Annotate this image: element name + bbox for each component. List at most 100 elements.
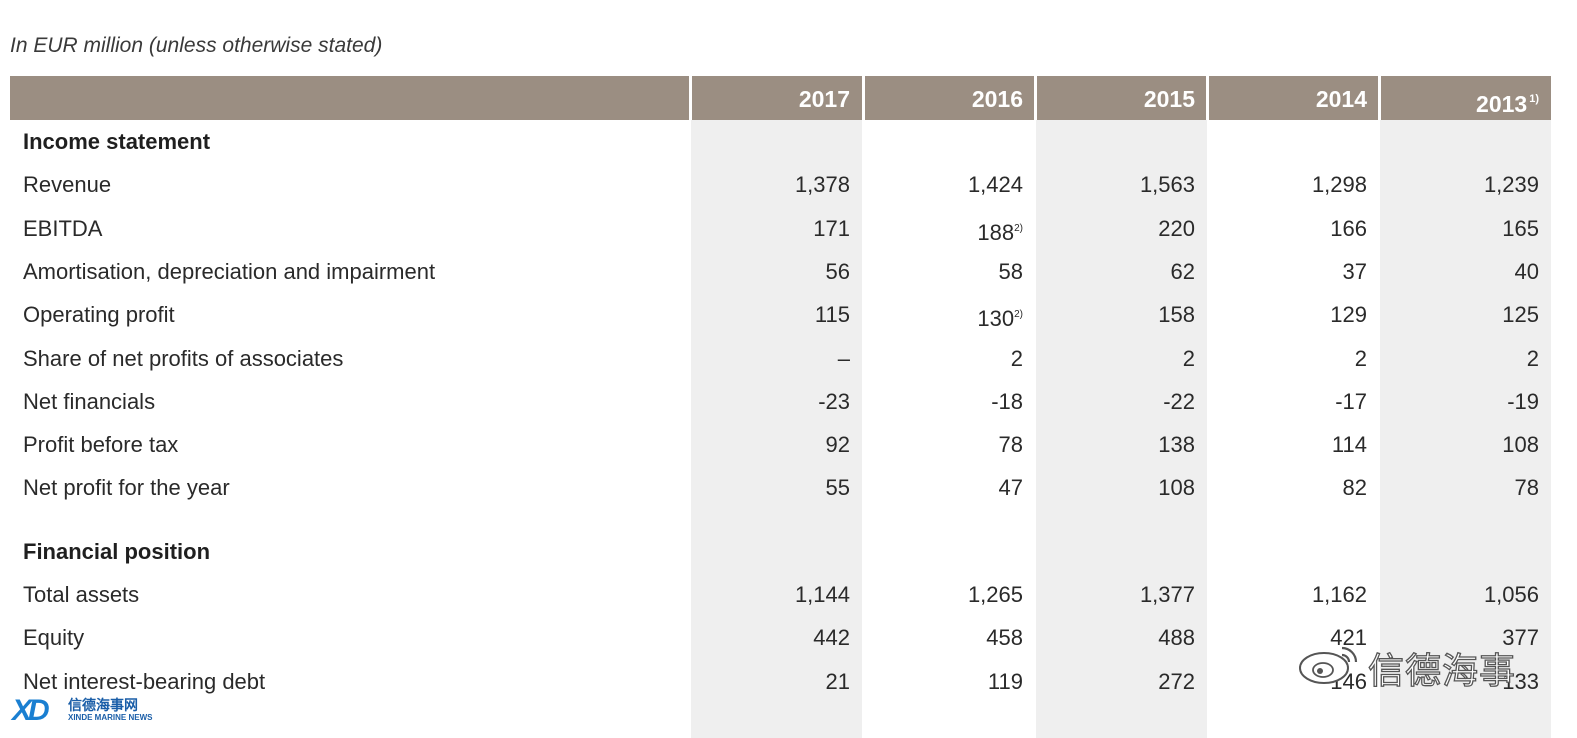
- table-row: Net profit for the year 55 47 108 82 78: [0, 466, 1577, 510]
- cell-value: 129: [1330, 302, 1367, 328]
- table-cell: 114: [1208, 423, 1379, 467]
- cell-value: 165: [1502, 215, 1539, 241]
- table-row: Equity 442 458 488 421 377: [0, 616, 1577, 660]
- cell-value: –: [837, 345, 850, 371]
- table-cell: 1,298: [1208, 163, 1379, 207]
- table-row: Net financials -23 -18 -22 -17 -19: [0, 380, 1577, 424]
- table-cell: 58: [864, 250, 1035, 294]
- column-header-2015: 2015: [1036, 76, 1207, 120]
- cell-value: 56: [825, 258, 850, 284]
- table-row: Total assets 1,144 1,265 1,377 1,162 1,056: [0, 573, 1577, 617]
- column-header-label: 2014: [1315, 86, 1367, 112]
- section-title: Financial position: [23, 538, 211, 564]
- column-shade: [1380, 76, 1551, 738]
- column-header-2013: 2013 1): [1380, 76, 1551, 120]
- cell-value: 1,265: [967, 582, 1023, 607]
- row-label: EBITDA: [23, 215, 103, 241]
- table-cell: 1,378: [691, 163, 862, 207]
- column-header-2017: 2017: [691, 76, 862, 120]
- table-cell: 272: [1036, 660, 1207, 704]
- cell-value: 272: [1158, 668, 1195, 694]
- table-cell: 1,162: [1208, 573, 1379, 617]
- cell-value: 171: [813, 215, 850, 241]
- cell-value: 58: [998, 258, 1023, 284]
- column-header-label: 2013: [1476, 91, 1528, 117]
- table-cell: 1,144: [691, 573, 862, 617]
- cell-value: 125: [1502, 302, 1539, 328]
- logo-mark: XD: [12, 694, 50, 727]
- table-cell: 2: [1036, 337, 1207, 381]
- cell-value: 2: [1526, 345, 1539, 371]
- table-header: [10, 76, 1551, 120]
- column-header-label: 2016: [971, 86, 1023, 112]
- table-cell: 55: [691, 466, 862, 510]
- cell-value: 133: [1502, 668, 1539, 694]
- header-separator: [862, 76, 865, 120]
- column-header-label: 2017: [798, 86, 850, 112]
- row-label: Profit before tax: [23, 432, 179, 458]
- xinde-logo: XD 信德海事网 XINDE MARINE NEWS: [12, 694, 172, 728]
- row-label: Revenue: [23, 172, 112, 198]
- cell-value: 55: [825, 475, 850, 501]
- table-cell: 129: [1208, 293, 1379, 337]
- section-header: Income statement: [0, 120, 1577, 164]
- header-separator: [1034, 76, 1037, 120]
- cell-value: 442: [813, 625, 850, 651]
- table-cell: 377: [1380, 616, 1551, 660]
- column-header-label: 2015: [1143, 86, 1195, 112]
- section-header: Financial position: [0, 530, 1577, 574]
- cell-value: 1,424: [967, 172, 1023, 198]
- table-cell: 138: [1036, 423, 1207, 467]
- cell-value: 458: [986, 625, 1023, 651]
- table-cell: 2: [1208, 337, 1379, 381]
- table-cell: 1,239: [1380, 163, 1551, 207]
- table-cell: -17: [1208, 380, 1379, 424]
- table-cell: 108: [1380, 423, 1551, 467]
- table-cell: 421: [1208, 616, 1379, 660]
- table-cell: 488: [1036, 616, 1207, 660]
- row-label: Net interest-bearing debt: [23, 668, 266, 694]
- cell-value: 82: [1342, 475, 1367, 501]
- cell-value: 1,563: [1139, 172, 1195, 198]
- table-cell: 1,377: [1036, 573, 1207, 617]
- footnote-marker: 1): [1529, 93, 1539, 105]
- weibo-icon: [1299, 646, 1358, 684]
- column-header-2014: 2014: [1208, 76, 1379, 120]
- table-cell: –: [691, 337, 862, 381]
- cell-value: 166: [1330, 215, 1367, 241]
- row-label: Net profit for the year: [23, 475, 230, 501]
- table-cell: 125: [1380, 293, 1551, 337]
- cell-value: 40: [1514, 258, 1539, 284]
- table-cell: 21: [691, 660, 862, 704]
- table-cell: 166: [1208, 207, 1379, 251]
- cell-value: 2: [1010, 345, 1023, 371]
- cell-value: 1,162: [1311, 582, 1367, 607]
- footnote-marker: 2): [1014, 309, 1023, 321]
- cell-value: 1,377: [1139, 582, 1195, 607]
- header-separator: [1206, 76, 1209, 120]
- column-shade: [691, 76, 862, 738]
- cell-value: 108: [1502, 432, 1539, 458]
- header-separator: [689, 76, 692, 120]
- table-cell: 2: [1380, 337, 1551, 381]
- cell-value: 188: [977, 219, 1015, 245]
- cell-value: 92: [825, 432, 850, 458]
- table-cell: 1302): [864, 293, 1035, 341]
- cell-value: -18: [991, 388, 1023, 414]
- cell-value: 130: [977, 306, 1015, 332]
- cell-value: 1,239: [1483, 172, 1539, 198]
- cell-value: 488: [1158, 625, 1195, 651]
- cell-value: 220: [1158, 215, 1195, 241]
- cell-value: -22: [1163, 388, 1195, 414]
- table-cell: 37: [1208, 250, 1379, 294]
- table-cell: 115: [691, 293, 862, 337]
- table-row: Operating profit 115 1302) 158 129 125: [0, 293, 1577, 337]
- cell-value: 1,298: [1311, 172, 1367, 198]
- row-label: Operating profit: [23, 302, 175, 328]
- table-cell: 62: [1036, 250, 1207, 294]
- cell-value: 37: [1342, 258, 1367, 284]
- cell-value: 78: [998, 432, 1023, 458]
- table-cell: 56: [691, 250, 862, 294]
- table-cell: 1,563: [1036, 163, 1207, 207]
- logo-english-name: XINDE MARINE NEWS: [68, 713, 153, 722]
